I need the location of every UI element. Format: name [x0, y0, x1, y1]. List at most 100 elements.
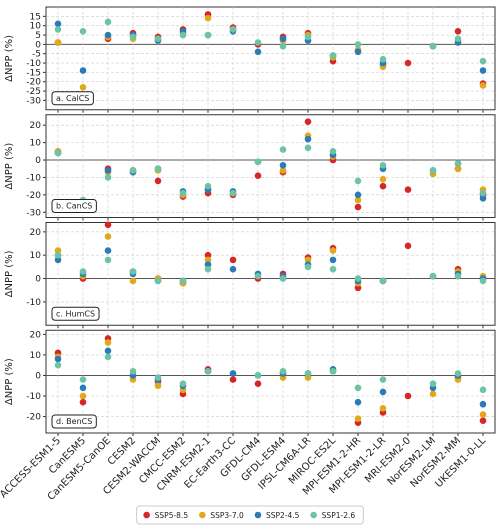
- point: [479, 417, 487, 424]
- y-tick-label: 0: [35, 275, 41, 285]
- point: [304, 118, 312, 126]
- plot-area: [45, 222, 496, 326]
- point: [79, 268, 87, 275]
- y-tick-label: -10: [26, 59, 41, 69]
- point: [204, 182, 212, 190]
- point: [379, 182, 387, 190]
- point: [279, 35, 287, 43]
- point: [354, 48, 362, 56]
- point: [54, 20, 62, 28]
- y-tick-label: -10: [26, 298, 41, 308]
- point: [254, 272, 262, 280]
- point: [404, 242, 412, 250]
- legend-label: SSP1-2.6: [322, 511, 356, 520]
- y-tick-label: -20: [26, 78, 41, 88]
- point: [254, 158, 262, 166]
- point: [329, 265, 337, 273]
- plot-area: [45, 329, 496, 434]
- point: [79, 392, 87, 400]
- point: [229, 370, 237, 377]
- legend-label: SSP5-8.5: [155, 511, 189, 520]
- point: [129, 277, 137, 285]
- y-tick-label: 10: [30, 351, 42, 361]
- y-tick-label: 5: [35, 31, 41, 41]
- y-tick-label: -10: [26, 173, 41, 183]
- point: [354, 275, 362, 282]
- point: [104, 18, 112, 26]
- point: [154, 382, 162, 390]
- point: [104, 353, 112, 361]
- legend-box: [136, 505, 364, 525]
- point: [404, 186, 412, 193]
- panel-label: c. HumCS: [56, 309, 95, 318]
- legend-marker: [310, 511, 317, 519]
- point: [204, 251, 212, 259]
- point: [354, 41, 362, 48]
- point: [104, 347, 112, 355]
- point: [129, 33, 137, 41]
- point: [279, 275, 287, 282]
- point: [79, 376, 87, 383]
- point: [54, 26, 62, 33]
- point: [154, 277, 162, 285]
- point: [379, 56, 387, 63]
- point: [204, 368, 212, 375]
- panel-label: d. BenCS: [56, 417, 92, 426]
- point: [304, 33, 312, 41]
- point: [179, 31, 187, 39]
- point: [104, 247, 112, 254]
- point: [479, 411, 487, 418]
- point: [254, 172, 262, 180]
- y-tick-label: -5: [32, 50, 41, 60]
- y-tick-label: -15: [26, 68, 41, 78]
- y-axis-label: ΔNPP (%): [4, 35, 15, 82]
- point: [329, 52, 337, 59]
- y-tick-label: -25: [26, 87, 41, 97]
- legend: SSP5-8.5 SSP3-7.0 SSP2-4.5 SSP1-2.6: [136, 505, 364, 525]
- point: [354, 415, 362, 422]
- legend-marker: [254, 511, 262, 519]
- point: [104, 221, 112, 229]
- legend-marker: [199, 511, 206, 519]
- point: [479, 82, 487, 89]
- y-tick-label: -10: [26, 392, 41, 402]
- point: [479, 189, 487, 197]
- point: [479, 67, 487, 74]
- point: [304, 263, 312, 271]
- point: [229, 189, 237, 197]
- point: [479, 386, 487, 394]
- y-axis-label: ΔNPP (%): [4, 250, 15, 297]
- y-tick-label: -20: [26, 191, 41, 201]
- point: [229, 376, 237, 383]
- panel-label-box: [51, 199, 97, 213]
- panel-label: a. CalCS: [56, 94, 89, 103]
- point: [429, 272, 437, 280]
- y-axis-label: ΔNPP (%): [4, 358, 15, 405]
- point: [54, 361, 62, 369]
- point: [379, 405, 387, 412]
- point: [454, 27, 462, 35]
- point: [54, 247, 62, 254]
- y-tick-label: 20: [30, 228, 42, 238]
- point: [454, 370, 462, 377]
- point: [54, 251, 62, 259]
- point: [229, 26, 237, 33]
- point: [79, 67, 87, 74]
- point: [479, 195, 487, 202]
- point: [304, 370, 312, 377]
- point: [79, 384, 87, 392]
- legend-marker: [143, 511, 150, 519]
- plot-area: [45, 114, 496, 218]
- point: [54, 149, 62, 157]
- point: [154, 35, 162, 43]
- point: [379, 388, 387, 396]
- point: [304, 256, 312, 264]
- point: [279, 146, 287, 153]
- point: [104, 174, 112, 181]
- point: [54, 355, 62, 363]
- panel-label-box: [51, 91, 94, 106]
- point: [329, 148, 337, 155]
- point: [229, 265, 237, 273]
- point: [304, 135, 312, 143]
- point: [204, 265, 212, 273]
